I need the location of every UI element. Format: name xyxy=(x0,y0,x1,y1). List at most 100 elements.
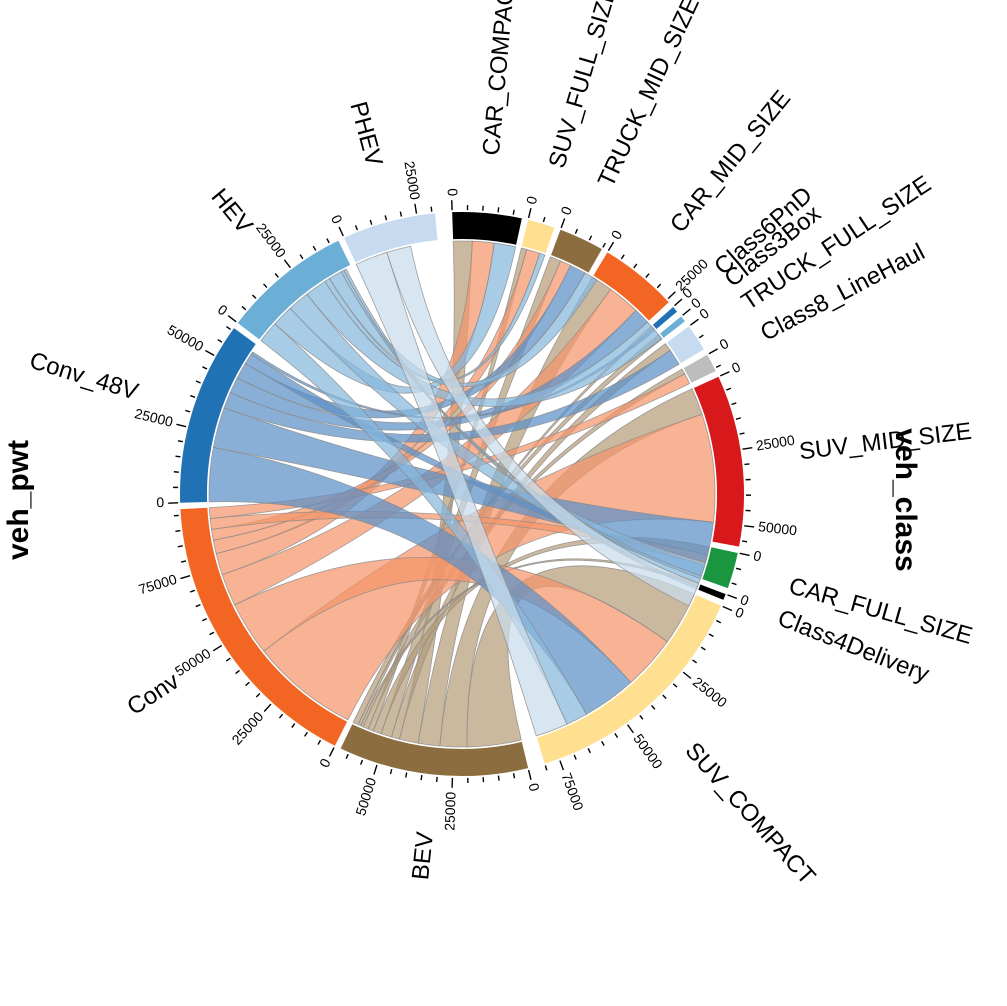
tick-mark xyxy=(742,446,753,450)
tick-mark xyxy=(682,671,692,679)
tick-mark xyxy=(744,525,755,528)
tick-mark xyxy=(354,225,359,231)
tick-mark xyxy=(614,732,619,738)
tick-mark xyxy=(209,631,215,636)
chord-phev-to-suv-mid-size xyxy=(386,245,700,607)
sector-car-full-size xyxy=(702,547,738,589)
sector-hev xyxy=(237,240,351,340)
tick-label: 25000 xyxy=(441,791,458,831)
tick-mark xyxy=(405,772,408,778)
tick-mark xyxy=(708,633,714,638)
tick-mark xyxy=(189,589,196,593)
tick-mark xyxy=(263,703,272,712)
sector-suv-compact xyxy=(536,595,721,764)
tick-mark xyxy=(682,308,691,316)
tick-mark xyxy=(241,306,247,311)
tick-label: 75000 xyxy=(558,771,587,813)
sector-arcs xyxy=(180,211,745,776)
chord-conv-to-car-mid-size xyxy=(221,288,637,606)
tick-mark xyxy=(667,291,676,300)
tick-mark xyxy=(672,683,678,688)
tick-mark xyxy=(574,228,579,234)
sector-label-conv-48v: Conv_48V xyxy=(26,347,141,406)
tick-label: 0 xyxy=(523,194,540,206)
tick-mark xyxy=(420,775,423,781)
tick-mark xyxy=(662,694,667,699)
tick-mark xyxy=(727,594,738,600)
tick-mark xyxy=(202,366,208,370)
tick-mark xyxy=(185,409,191,413)
tick-label: 25000 xyxy=(755,432,796,454)
tick-mark xyxy=(512,209,515,215)
tick-mark xyxy=(255,692,261,698)
tick-mark xyxy=(731,582,737,586)
tick-mark xyxy=(176,423,187,428)
tick-label: 25000 xyxy=(228,708,266,748)
tick-mark xyxy=(512,773,516,779)
sector-label-hev: HEV xyxy=(206,184,258,239)
sector-car-compact xyxy=(452,211,522,245)
group-title-veh-class: veh_class xyxy=(889,428,922,571)
tick-mark xyxy=(175,455,181,458)
tick-mark xyxy=(573,754,577,760)
tick-label: 25000 xyxy=(253,220,289,261)
tick-mark xyxy=(245,681,250,687)
tick-mark xyxy=(602,242,606,248)
tick-mark xyxy=(345,753,349,760)
tick-mark xyxy=(299,254,304,260)
tick-mark xyxy=(195,603,201,608)
tick-mark xyxy=(384,215,388,221)
tick-mark xyxy=(360,759,364,765)
tick-mark xyxy=(627,724,634,734)
sector-label-bev: BEV xyxy=(407,831,439,882)
chord-links xyxy=(208,240,716,748)
tick-mark xyxy=(544,765,548,771)
tick-label: 0 xyxy=(557,204,575,217)
tick-mark xyxy=(722,605,733,612)
tick-mark xyxy=(177,545,183,548)
tick-mark xyxy=(195,380,201,384)
tick-label: 50000 xyxy=(352,775,379,817)
tick-label: 50000 xyxy=(757,518,798,538)
tick-label: 25000 xyxy=(401,160,423,201)
tick-mark xyxy=(430,206,433,212)
tick-mark xyxy=(633,263,638,269)
tick-label: 0 xyxy=(717,335,732,353)
tick-mark xyxy=(726,387,732,391)
tick-label: 0 xyxy=(729,358,743,376)
tick-mark xyxy=(251,294,257,299)
chord-conv-48v-to-suv-compact xyxy=(208,446,632,715)
sector-suv-mid-size xyxy=(693,376,745,547)
tick-mark xyxy=(225,657,231,662)
tick-mark xyxy=(201,617,208,622)
sector-conv-48v xyxy=(180,328,256,503)
tick-mark xyxy=(639,715,644,720)
tick-mark xyxy=(741,540,748,543)
tick-mark xyxy=(227,315,237,323)
tick-mark xyxy=(328,747,335,757)
tick-mark xyxy=(674,298,683,307)
tick-mark xyxy=(542,216,546,223)
sector-truck-mid-size xyxy=(551,229,602,273)
tick-mark xyxy=(291,723,296,728)
tick-label: 0 xyxy=(328,212,346,226)
tick-mark xyxy=(698,334,704,339)
tick-mark xyxy=(587,748,591,754)
tick-label: 0 xyxy=(752,547,763,564)
tick-mark xyxy=(607,241,615,252)
sector-label-suv-compact: SUV_COMPACT xyxy=(680,737,821,890)
tick-mark xyxy=(497,207,500,213)
tick-mark xyxy=(708,348,719,355)
tick-mark xyxy=(715,364,721,368)
tick-mark xyxy=(389,768,393,775)
tick-mark xyxy=(620,254,625,260)
tick-mark xyxy=(175,530,181,533)
tick-mark xyxy=(739,552,750,557)
tick-mark xyxy=(588,235,593,241)
tick-mark xyxy=(651,705,656,710)
sector-suv-full-size xyxy=(521,219,555,254)
tick-label: 50000 xyxy=(172,645,214,679)
tick-label: 25000 xyxy=(690,674,731,711)
tick-mark xyxy=(312,245,317,251)
